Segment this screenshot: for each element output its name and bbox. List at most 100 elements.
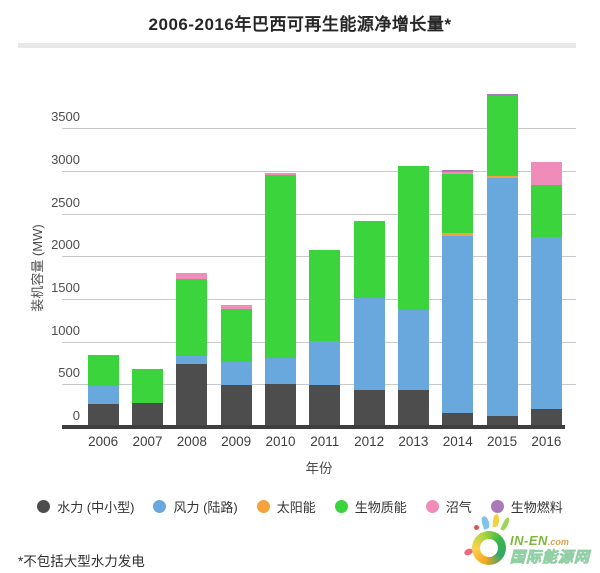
legend-dot-icon (37, 500, 51, 513)
logo-ring-icon (468, 527, 510, 569)
logo-brand: IN-EN.com (510, 532, 569, 550)
logo-leaf-green-icon (500, 516, 511, 532)
bar-2006 (87, 354, 119, 425)
legend: 水力 (中小型) 风力 (陆路) 太阳能 生物质能 沼气 生物燃料 (0, 497, 600, 516)
bar-segment-2008-水力 (中小型) (176, 364, 208, 425)
legend-item-水力 (中小型)[interactable]: 水力 (中小型) (37, 497, 134, 516)
legend-dot-icon (425, 500, 439, 513)
x-tick-label-2015: 2015 (487, 434, 518, 449)
bar-segment-2008-生物质能 (176, 279, 208, 357)
bar-segment-2015-风力 (陆路) (486, 178, 518, 417)
bar-segment-2006-水力 (中小型) (87, 404, 119, 425)
bar-segment-2016-风力 (陆路) (530, 237, 562, 409)
footnote: *不包括大型水力发电 (18, 554, 145, 569)
title-divider (18, 43, 576, 48)
bar-2009 (220, 304, 252, 425)
legend-dot-icon (153, 500, 167, 513)
logo-leaf-red-icon (474, 525, 479, 530)
x-tick-label-2006: 2006 (88, 434, 119, 449)
x-tick-label-2012: 2012 (354, 434, 385, 449)
bar-segment-2008-沼气 (176, 273, 208, 280)
bar-segment-2011-生物质能 (309, 250, 341, 341)
bar-segment-2007-水力 (中小型) (132, 402, 164, 425)
bar-segment-2010-风力 (陆路) (264, 358, 296, 385)
x-axis-title: 年份 (305, 461, 333, 476)
legend-item-风力 (陆路)[interactable]: 风力 (陆路) (153, 497, 238, 516)
bar-segment-2012-风力 (陆路) (353, 297, 385, 391)
x-tick-label-2011: 2011 (310, 434, 340, 449)
y-tick-label-1000: 1000 (51, 322, 80, 338)
site-logo: IN-EN.com 国际能源网 (463, 513, 594, 571)
bar-2011 (309, 250, 341, 425)
chart: 装机容量 (MW) 0 500 1000 1500 2000 2500 3000 3500 20… (0, 58, 600, 508)
bar-segment-2015-太阳能 (486, 176, 518, 179)
y-tick-label-500: 500 (58, 365, 80, 381)
bar-segment-2010-沼气 (264, 172, 296, 176)
legend-dot-icon (490, 500, 504, 513)
legend-item-生物燃料[interactable]: 生物燃料 (490, 497, 563, 516)
bar-segment-2015-生物质能 (486, 95, 518, 177)
bar-segment-2009-水力 (中小型) (220, 384, 252, 425)
x-tick-label-2008: 2008 (176, 434, 207, 449)
bar-segment-2009-生物质能 (220, 308, 252, 362)
logo-brand-main: IN-EN (510, 533, 548, 548)
y-tick-label-3000: 3000 (51, 152, 80, 167)
bar-segment-2013-风力 (陆路) (397, 309, 429, 390)
y-axis-title: 装机容量 (MW) (30, 224, 45, 312)
y-tick-label-2500: 2500 (51, 194, 80, 210)
legend-item-太阳能[interactable]: 太阳能 (256, 497, 316, 516)
y-tick-label-1500: 1500 (51, 280, 80, 295)
bar-segment-2015-生物燃料 (486, 93, 518, 96)
x-tick-label-2009: 2009 (221, 434, 252, 449)
bar-segment-2016-水力 (中小型) (530, 408, 562, 425)
legend-item-生物质能[interactable]: 生物质能 (334, 497, 407, 516)
legend-label: 风力 (陆路) (173, 500, 238, 515)
bar-segment-2016-生物质能 (530, 185, 562, 238)
gridline-2500 (62, 213, 576, 215)
x-axis-line (62, 425, 565, 429)
legend-label: 生物质能 (354, 500, 407, 515)
bar-segment-2014-水力 (中小型) (442, 413, 474, 425)
gridline-3000 (62, 171, 576, 172)
x-tick-label-2010: 2010 (265, 434, 296, 449)
legend-label: 沼气 (445, 500, 472, 515)
bar-segment-2007-生物质能 (132, 368, 164, 403)
bar-segment-2011-水力 (中小型) (309, 384, 341, 425)
bar-segment-2008-风力 (陆路) (176, 356, 208, 364)
bar-2016 (530, 162, 562, 425)
y-tick-label-0: 0 (72, 408, 80, 423)
bar-segment-2009-沼气 (220, 304, 252, 309)
bar-2014 (442, 169, 474, 425)
bar-2008 (176, 273, 208, 425)
x-tick-label-2013: 2013 (398, 434, 429, 449)
x-tick-label-2016: 2016 (531, 434, 562, 449)
bar-segment-2012-生物质能 (353, 221, 385, 298)
bar-segment-2016-沼气 (530, 162, 562, 186)
bar-2015 (486, 93, 518, 425)
logo-site-name: 国际能源网 (510, 549, 591, 567)
bar-segment-2013-生物质能 (397, 166, 429, 310)
legend-label: 太阳能 (276, 500, 316, 515)
bar-segment-2010-水力 (中小型) (264, 384, 296, 425)
bar-2012 (353, 221, 385, 425)
legend-dot-icon (334, 500, 348, 513)
bar-segment-2014-风力 (陆路) (442, 235, 474, 414)
bar-segment-2013-水力 (中小型) (397, 389, 429, 425)
bar-2013 (397, 166, 429, 425)
bar-2007 (132, 368, 164, 425)
bar-segment-2012-水力 (中小型) (353, 390, 385, 425)
bar-2010 (264, 172, 296, 425)
bar-segment-2010-生物质能 (264, 175, 296, 359)
legend-label: 水力 (中小型) (57, 500, 135, 515)
y-tick-label-2000: 2000 (51, 237, 80, 253)
legend-label: 生物燃料 (510, 500, 563, 515)
y-tick-label-3500: 3500 (51, 109, 80, 125)
bar-segment-2014-沼气 (442, 172, 474, 174)
bar-segment-2015-水力 (中小型) (486, 416, 518, 425)
bar-segment-2014-生物质能 (442, 173, 474, 234)
legend-item-沼气[interactable]: 沼气 (425, 497, 472, 516)
bar-segment-2014-生物燃料 (442, 169, 474, 173)
bar-segment-2011-风力 (陆路) (309, 340, 341, 385)
legend-dot-icon (256, 500, 270, 513)
